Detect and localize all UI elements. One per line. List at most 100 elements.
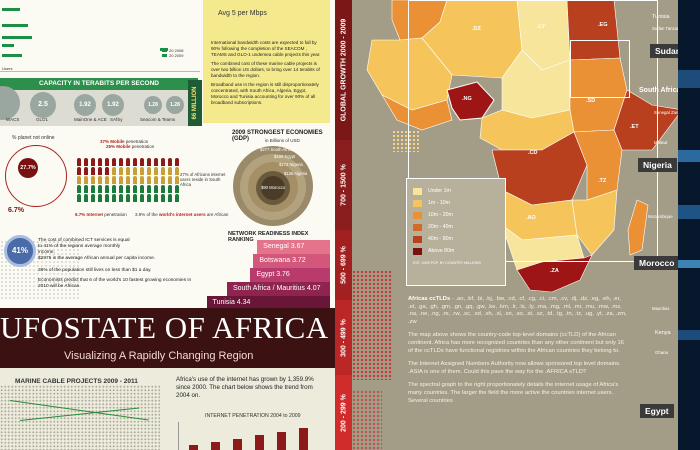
person-icon	[118, 185, 123, 193]
side-label: Tunisia	[652, 14, 670, 20]
cable-title: MARINE CABLE PROJECTS 2009 - 2011	[15, 378, 138, 385]
legend-source: EST. 2009 POP. BY COUNTRY MILLIONS	[413, 261, 481, 265]
africa-map-panel: .EG .SD .NG .CD .ZA .LY .DZ .ET .AO .TZ …	[352, 0, 700, 450]
person-icon	[111, 194, 116, 202]
mini-bar	[2, 54, 22, 57]
legend-item: 40m - 80m	[413, 233, 499, 245]
country-code: .ZA	[550, 268, 559, 274]
legend-item: 1m - 10m	[413, 197, 499, 209]
person-icon	[90, 176, 95, 184]
person-icon	[76, 194, 81, 202]
person-icon	[125, 176, 130, 184]
online-pie	[5, 145, 67, 207]
capacity-circle: 1.92	[74, 94, 96, 116]
capacity-label: GLO1	[36, 117, 49, 122]
person-icon	[146, 185, 151, 193]
person-icon	[125, 194, 130, 202]
vertical-band	[188, 80, 202, 126]
page-subtitle: Visualizing A Rapidly Changing Region	[64, 350, 254, 362]
penetration-bar	[255, 434, 264, 450]
side-label: Mozambique	[648, 214, 673, 219]
person-icon	[90, 185, 95, 193]
ict-note: $2975 is the average African annual per …	[38, 256, 156, 261]
online-pct: 6.7%	[8, 207, 24, 214]
strip-band	[678, 205, 700, 219]
person-icon	[83, 185, 88, 193]
person-icon	[118, 167, 123, 175]
country-code: .EG	[598, 22, 608, 28]
person-icon	[153, 167, 158, 175]
person-icon	[139, 158, 144, 166]
country-code: .AO	[526, 215, 536, 221]
timeline-segment: GLOBAL GROWTH 2000 - 2009	[335, 0, 352, 140]
vertical-title: 66 MILLION	[192, 86, 198, 120]
legend-item: Under 1m	[413, 185, 499, 197]
person-icon	[83, 158, 88, 166]
person-icon	[104, 194, 109, 202]
right-edge-strip	[678, 0, 700, 450]
online-pie-inner: 27.7%	[18, 158, 38, 178]
bandwidth-note-box: International bandwidth costs are expect…	[203, 0, 330, 123]
tag-sudan: Sudan	[650, 44, 686, 58]
person-icon	[146, 167, 151, 175]
person-icon	[90, 167, 95, 175]
online-label: % planet not online	[12, 135, 55, 141]
person-icon	[104, 167, 109, 175]
person-icon	[160, 167, 165, 175]
person-icon	[153, 194, 158, 202]
region-madagascar	[627, 199, 649, 256]
country-code: .LY	[537, 24, 546, 30]
legend-item: 20m - 40m	[413, 221, 499, 233]
person-icon	[97, 167, 102, 175]
economy-label: $189 Egypt	[274, 154, 296, 159]
capacity-circle: 1.92	[102, 94, 124, 116]
person-icon	[153, 176, 158, 184]
timeline-segment: 500 - 699 %	[335, 230, 352, 300]
capacity-label: WACS	[6, 117, 20, 122]
cctld-paragraph: The spectral graph to the right proporti…	[408, 382, 619, 404]
person-icon	[97, 158, 102, 166]
speed-title: Avg 5 per Mbps	[218, 10, 267, 17]
person-icon	[146, 194, 151, 202]
economy-label: $172 Nigeria	[279, 162, 303, 167]
cctld-paragraph: The Internet Assigned Numbers Authority …	[408, 361, 621, 375]
ict-cost-badge: 41%	[4, 235, 36, 267]
penetration-chart	[178, 422, 328, 450]
mobile-note: 37% Mobile penetration 25% Mobile penetr…	[100, 139, 155, 149]
penetration-bar	[211, 441, 220, 450]
readiness-bar: Senegal 3.67	[257, 240, 330, 254]
capacity-circle: 1.28	[166, 96, 184, 114]
tag-morocco: Morocco	[634, 256, 680, 270]
mini-legend: 20 2008 20 2009	[162, 48, 183, 58]
person-icon	[76, 185, 81, 193]
cctld-paragraph: The map above shows the country-code top…	[408, 332, 624, 354]
ict-note: Economists predict that 6 of the world's…	[38, 278, 192, 289]
economy-label: $277 South Africa	[260, 147, 294, 152]
person-icon	[167, 167, 172, 175]
person-icon	[160, 194, 165, 202]
person-icon	[132, 194, 137, 202]
readiness-bar: South Africa / Mauritius 4.07	[226, 282, 330, 296]
person-icon	[139, 176, 144, 184]
capacity-circles: 2.5 1.92 1.92 1.28 1.28 WACS GLO1 MainOn…	[0, 86, 198, 126]
person-icon	[139, 167, 144, 175]
strip-band	[678, 260, 700, 268]
readiness-title: NETWORK READINESS INDEX RANKING	[228, 231, 309, 243]
strip-band	[678, 150, 700, 162]
penetration-bar	[189, 445, 198, 450]
penetration-note: 6.7% Internet penetration	[75, 212, 127, 217]
penetration-bar	[277, 431, 286, 450]
person-icon	[90, 158, 95, 166]
sudan-frame	[570, 40, 630, 98]
penetration-bar	[299, 428, 308, 450]
person-icon	[83, 176, 88, 184]
ict-note: 36% of the population still lives on les…	[38, 268, 152, 273]
strip-band	[678, 330, 700, 340]
timeline-label: 700 - 1500 %	[340, 164, 347, 206]
person-icon	[118, 176, 123, 184]
growth-note: Africa's use of the internet has grown b…	[176, 376, 314, 399]
person-icon	[111, 167, 116, 175]
mini-bar	[2, 24, 28, 27]
person-icon	[132, 185, 137, 193]
person-icon	[160, 158, 165, 166]
